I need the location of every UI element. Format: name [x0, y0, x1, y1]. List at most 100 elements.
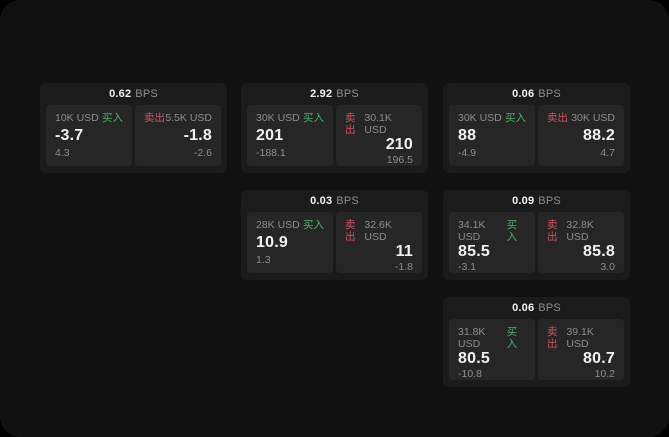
buy-sell-panels: 34.1K USD 买入 85.5 -3.1 卖出 32.8K USD 85.8…: [443, 212, 630, 273]
sell-change: 4.7: [600, 147, 615, 159]
bps-unit-label: BPS: [336, 88, 359, 100]
buy-amount: 31.8K USD: [458, 326, 486, 350]
bps-value: 0.06: [512, 302, 535, 314]
buy-panel[interactable]: 10K USD 买入 -3.7 4.3: [46, 105, 132, 166]
buy-sell-panels: 30K USD 买入 201 -188.1 卖出 30.1K USD 210 1…: [241, 105, 428, 166]
buy-sell-panels: 10K USD 买入 -3.7 4.3 卖出 5.5K USD -1.8 -2.…: [40, 105, 227, 166]
buy-panel-top: 10K USD 买入: [55, 112, 123, 124]
buy-side-label: 买入: [506, 219, 518, 243]
buy-panel[interactable]: 30K USD 买入 201 -188.1: [247, 105, 333, 166]
card-header: 0.62 BPS: [40, 83, 227, 105]
sell-change: 10.2: [594, 368, 615, 380]
buy-amount: 10K USD: [55, 112, 99, 124]
quote-card: 0.62 BPS 10K USD 买入 -3.7 4.3 卖出 5.5K USD…: [40, 83, 227, 173]
sell-change: -1.8: [394, 261, 413, 273]
sell-change: -2.6: [193, 147, 212, 159]
sell-amount: 30.1K USD: [364, 112, 392, 136]
sell-amount: 30K USD: [571, 112, 615, 124]
buy-price: 80.5: [458, 350, 490, 367]
buy-panel-top: 30K USD 买入: [256, 112, 324, 124]
sell-panel[interactable]: 卖出 30.1K USD 210 196.5: [336, 105, 422, 166]
buy-amount: 30K USD: [458, 112, 502, 124]
buy-change: 1.3: [256, 254, 271, 266]
sell-price: 210: [385, 136, 413, 153]
sell-amount: 32.6K USD: [364, 219, 392, 243]
card-header: 2.92 BPS: [241, 83, 428, 105]
buy-price: 85.5: [458, 243, 490, 260]
buy-price: 10.9: [256, 233, 288, 251]
bps-value: 0.09: [512, 195, 535, 207]
buy-amount: 34.1K USD: [458, 219, 486, 243]
buy-panel[interactable]: 34.1K USD 买入 85.5 -3.1: [449, 212, 535, 273]
bps-unit-label: BPS: [538, 88, 561, 100]
sell-panel-top: 卖出 32.8K USD: [547, 219, 615, 243]
bps-unit-label: BPS: [538, 195, 561, 207]
buy-panel[interactable]: 28K USD 买入 10.9 1.3: [247, 212, 333, 273]
sell-side-label: 卖出: [345, 112, 356, 136]
buy-sell-panels: 28K USD 买入 10.9 1.3 卖出 32.6K USD 11 -1.8: [241, 212, 428, 273]
sell-price: 85.8: [583, 243, 615, 260]
sell-panel[interactable]: 卖出 30K USD 88.2 4.7: [538, 105, 624, 166]
sell-panel-top: 卖出 5.5K USD: [144, 112, 212, 124]
buy-sell-panels: 31.8K USD 买入 80.5 -10.8 卖出 39.1K USD 80.…: [443, 319, 630, 380]
quote-card: 2.92 BPS 30K USD 买入 201 -188.1 卖出 30.1K …: [241, 83, 428, 173]
card-header: 0.09 BPS: [443, 190, 630, 212]
sell-panel-top: 卖出 32.6K USD: [345, 219, 413, 243]
bps-unit-label: BPS: [336, 195, 359, 207]
sell-side-label: 卖出: [547, 326, 558, 350]
buy-change: -3.1: [458, 261, 477, 273]
sell-panel-top: 卖出 30.1K USD: [345, 112, 413, 136]
buy-panel[interactable]: 31.8K USD 买入 80.5 -10.8: [449, 319, 535, 380]
buy-side-label: 买入: [506, 326, 518, 350]
sell-price: 11: [395, 243, 413, 260]
quote-card: 0.06 BPS 31.8K USD 买入 80.5 -10.8 卖出 39.1…: [443, 297, 630, 387]
sell-side-label: 卖出: [547, 219, 558, 243]
sell-panel[interactable]: 卖出 5.5K USD -1.8 -2.6: [135, 105, 221, 166]
bps-value: 0.06: [512, 88, 535, 100]
sell-side-label: 卖出: [345, 219, 356, 243]
buy-panel-top: 31.8K USD 买入: [458, 326, 526, 350]
buy-amount: 28K USD: [256, 219, 300, 231]
card-header: 0.06 BPS: [443, 83, 630, 105]
sell-amount: 39.1K USD: [566, 326, 594, 350]
sell-panel-top: 卖出 39.1K USD: [547, 326, 615, 350]
sell-panel[interactable]: 卖出 32.6K USD 11 -1.8: [336, 212, 422, 273]
buy-price: 201: [256, 126, 284, 144]
bps-value: 0.03: [310, 195, 333, 207]
buy-panel-top: 34.1K USD 买入: [458, 219, 526, 243]
buy-panel-top: 30K USD 买入: [458, 112, 526, 124]
buy-side-label: 买入: [303, 112, 324, 124]
sell-panel[interactable]: 卖出 32.8K USD 85.8 3.0: [538, 212, 624, 273]
buy-sell-panels: 30K USD 买入 88 -4.9 卖出 30K USD 88.2 4.7: [443, 105, 630, 166]
bps-value: 0.62: [109, 88, 132, 100]
buy-side-label: 买入: [303, 219, 324, 231]
buy-change: 4.3: [55, 147, 70, 159]
buy-panel[interactable]: 30K USD 买入 88 -4.9: [449, 105, 535, 166]
sell-change: 196.5: [386, 154, 413, 166]
sell-panel[interactable]: 卖出 39.1K USD 80.7 10.2: [538, 319, 624, 380]
sell-panel-top: 卖出 30K USD: [547, 112, 615, 124]
buy-price: -3.7: [55, 126, 84, 144]
card-header: 0.06 BPS: [443, 297, 630, 319]
buy-panel-top: 28K USD 买入: [256, 219, 324, 231]
buy-change: -188.1: [256, 147, 286, 159]
buy-price: 88: [458, 126, 477, 144]
bps-value: 2.92: [310, 88, 333, 100]
quote-card: 0.06 BPS 30K USD 买入 88 -4.9 卖出 30K USD 8…: [443, 83, 630, 173]
sell-price: 80.7: [583, 350, 615, 367]
card-header: 0.03 BPS: [241, 190, 428, 212]
sell-side-label: 卖出: [144, 112, 165, 124]
buy-change: -4.9: [458, 147, 477, 159]
buy-amount: 30K USD: [256, 112, 300, 124]
sell-side-label: 卖出: [547, 112, 568, 124]
bps-unit-label: BPS: [538, 302, 561, 314]
quote-card: 0.09 BPS 34.1K USD 买入 85.5 -3.1 卖出 32.8K…: [443, 190, 630, 280]
sell-price: -1.8: [183, 126, 212, 144]
quote-card: 0.03 BPS 28K USD 买入 10.9 1.3 卖出 32.6K US…: [241, 190, 428, 280]
sell-amount: 32.8K USD: [566, 219, 594, 243]
bps-unit-label: BPS: [135, 88, 158, 100]
sell-amount: 5.5K USD: [165, 112, 212, 124]
buy-change: -10.8: [458, 368, 482, 380]
sell-change: 3.0: [600, 261, 615, 273]
